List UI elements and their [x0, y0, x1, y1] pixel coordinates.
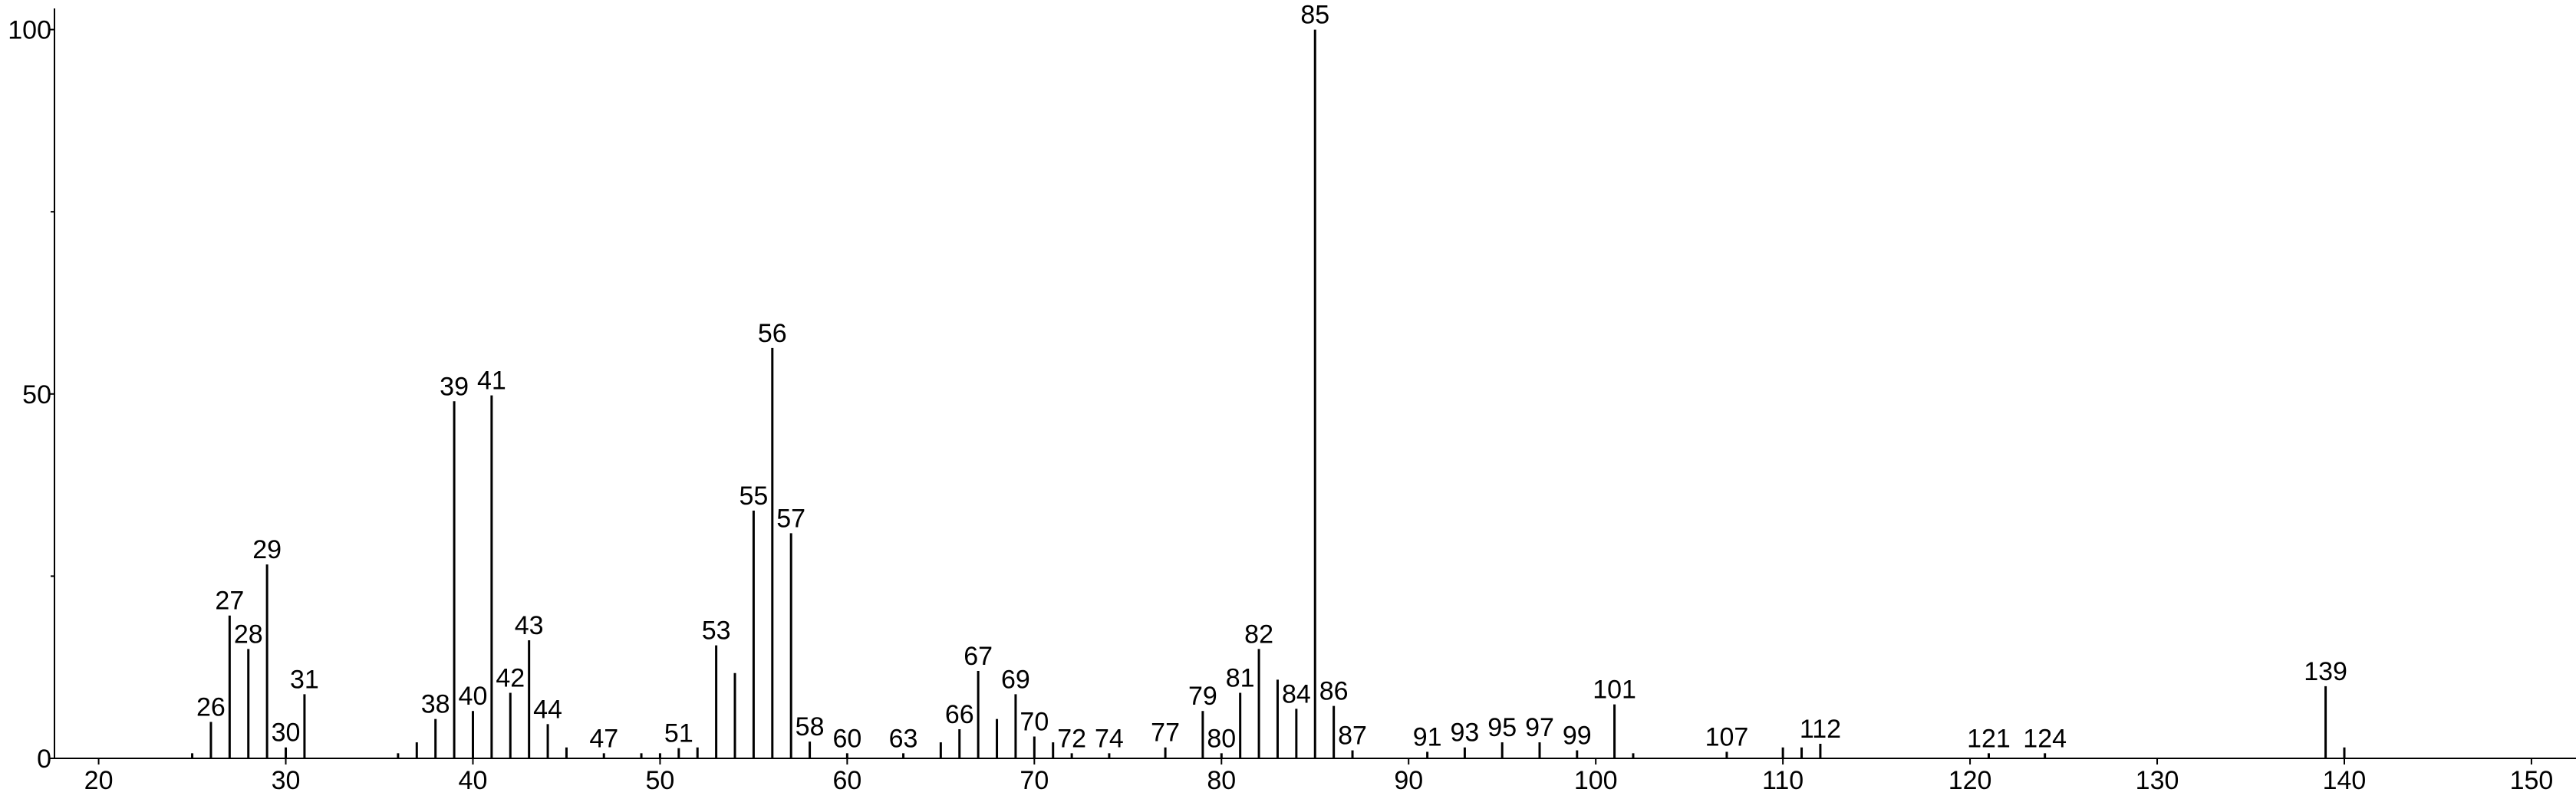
x-tick-label: 130: [2136, 766, 2179, 795]
peak-label: 80: [1207, 724, 1236, 753]
x-tick-label: 140: [2323, 766, 2367, 795]
peak-label: 107: [1705, 722, 1749, 751]
peak-label: 124: [2023, 724, 2067, 753]
peak-label: 41: [477, 367, 506, 396]
y-tick-label: 50: [22, 380, 51, 409]
peak-label: 74: [1095, 724, 1124, 753]
peak-label: 43: [515, 611, 544, 640]
peak-label: 29: [252, 535, 282, 564]
peak-label: 30: [272, 718, 301, 748]
peak-label: 53: [702, 617, 731, 646]
peak-label: 38: [421, 690, 450, 719]
peak-label: 40: [459, 682, 488, 711]
peak-label: 56: [758, 319, 787, 348]
peak-label: 44: [533, 695, 562, 724]
peak-label: 51: [664, 719, 693, 748]
peak-label: 86: [1319, 677, 1349, 706]
peak-label: 85: [1300, 1, 1329, 30]
x-tick-label: 150: [2510, 766, 2554, 795]
peak-label: 81: [1226, 663, 1255, 692]
peak-label: 69: [1001, 665, 1030, 694]
peak-label: 72: [1057, 724, 1086, 753]
peak-label: 84: [1282, 679, 1311, 709]
peak-label: 55: [739, 482, 768, 511]
peak-label: 101: [1593, 676, 1636, 705]
x-tick-label: 110: [1762, 766, 1804, 795]
peak-label: 79: [1188, 682, 1217, 711]
peak-label: 112: [1800, 715, 1841, 744]
x-tick-label: 70: [1020, 766, 1049, 795]
peak-label: 66: [945, 700, 974, 729]
x-tick-label: 20: [84, 766, 114, 795]
peak-label: 26: [196, 692, 226, 722]
peak-label: 87: [1338, 722, 1367, 751]
y-tick-label: 100: [8, 16, 51, 45]
peak-label: 121: [1967, 724, 2011, 753]
peak-label: 99: [1563, 722, 1592, 751]
peak-label: 28: [234, 620, 263, 649]
peak-label: 97: [1525, 713, 1554, 742]
peak-label: 42: [496, 663, 525, 692]
peak-label: 77: [1151, 718, 1180, 748]
y-tick-label: 0: [37, 745, 51, 774]
x-tick-label: 120: [1948, 766, 1992, 795]
peak-label: 39: [440, 372, 469, 401]
x-tick-label: 50: [646, 766, 675, 795]
x-tick-label: 40: [459, 766, 488, 795]
peak-label: 95: [1487, 713, 1517, 742]
x-tick-label: 30: [272, 766, 301, 795]
peak-label: 47: [589, 724, 618, 753]
peak-label: 139: [2304, 657, 2347, 686]
x-tick-label: 90: [1394, 766, 1423, 795]
peak-label: 63: [889, 724, 918, 753]
peak-label: 93: [1451, 718, 1480, 748]
peak-label: 91: [1413, 722, 1442, 751]
peak-label: 31: [290, 665, 319, 694]
peak-label: 70: [1020, 707, 1049, 736]
x-tick-label: 60: [832, 766, 861, 795]
x-tick-label: 100: [1574, 766, 1618, 795]
peak-label: 27: [215, 587, 244, 616]
peak-label: 57: [776, 504, 805, 533]
peak-label: 60: [832, 724, 861, 753]
x-tick-label: 80: [1207, 766, 1236, 795]
peak-label: 58: [796, 712, 825, 741]
peak-label: 67: [964, 642, 993, 671]
peak-label: 82: [1244, 620, 1273, 649]
